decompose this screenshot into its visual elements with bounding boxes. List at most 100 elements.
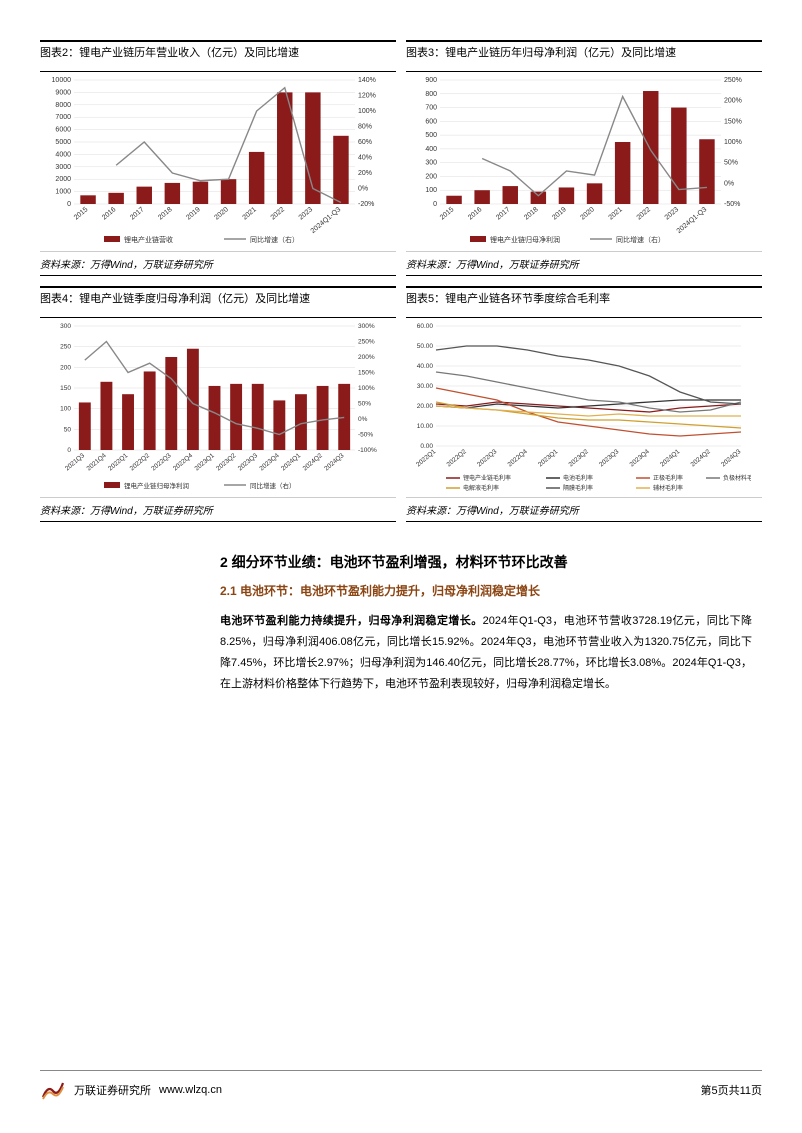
svg-text:140%: 140% bbox=[358, 77, 376, 84]
svg-text:2021: 2021 bbox=[242, 206, 259, 221]
svg-text:300: 300 bbox=[60, 323, 71, 330]
chart4-block: 图表4：锂电产业链季度归母净利润（亿元）及同比增速 05010015020025… bbox=[40, 286, 396, 522]
svg-text:2024Q2: 2024Q2 bbox=[302, 452, 325, 472]
chart5-block: 图表5：锂电产业链各环节季度综合毛利率 0.0010.0020.0030.004… bbox=[406, 286, 762, 522]
svg-text:0%: 0% bbox=[358, 416, 368, 423]
svg-text:-50%: -50% bbox=[358, 432, 373, 439]
svg-text:0%: 0% bbox=[358, 186, 368, 193]
svg-text:10000: 10000 bbox=[52, 77, 72, 84]
svg-text:600: 600 bbox=[425, 118, 437, 125]
chart3-title: 图表3：锂电产业链历年归母净利润（亿元）及同比增速 bbox=[406, 40, 762, 72]
svg-text:2023: 2023 bbox=[298, 206, 315, 221]
svg-text:2023Q1: 2023Q1 bbox=[537, 448, 560, 468]
svg-text:2021Q3: 2021Q3 bbox=[64, 452, 87, 472]
svg-text:2019: 2019 bbox=[551, 206, 568, 221]
svg-text:40.00: 40.00 bbox=[417, 363, 434, 370]
svg-text:2020: 2020 bbox=[213, 206, 230, 221]
svg-text:60.00: 60.00 bbox=[417, 323, 434, 330]
chart3-block: 图表3：锂电产业链历年归母净利润（亿元）及同比增速 01002003004005… bbox=[406, 40, 762, 276]
svg-text:400: 400 bbox=[425, 146, 437, 153]
svg-text:1000: 1000 bbox=[55, 189, 71, 196]
svg-text:锂电产业链毛利率: 锂电产业链毛利率 bbox=[463, 474, 511, 482]
svg-text:2020: 2020 bbox=[579, 206, 596, 221]
chart4-area: 050100150200250300-100%-50%0%50%100%150%… bbox=[40, 318, 396, 498]
chart2-block: 图表2：锂电产业链历年营业收入（亿元）及同比增速 010002000300040… bbox=[40, 40, 396, 276]
svg-text:2015: 2015 bbox=[73, 206, 90, 221]
svg-text:2022Q2: 2022Q2 bbox=[129, 452, 152, 472]
svg-text:200%: 200% bbox=[724, 98, 742, 105]
svg-text:2024Q3: 2024Q3 bbox=[720, 448, 743, 468]
svg-text:250%: 250% bbox=[358, 339, 375, 346]
svg-text:2023Q3: 2023Q3 bbox=[598, 448, 621, 468]
chart2-area: 0100020003000400050006000700080009000100… bbox=[40, 72, 396, 252]
svg-text:10.00: 10.00 bbox=[417, 423, 434, 430]
svg-text:100%: 100% bbox=[358, 108, 376, 115]
svg-text:100%: 100% bbox=[724, 139, 742, 146]
svg-text:2022Q3: 2022Q3 bbox=[150, 452, 173, 472]
svg-text:2023Q2: 2023Q2 bbox=[568, 448, 591, 468]
svg-text:2024Q1: 2024Q1 bbox=[659, 448, 682, 468]
chart4-title: 图表4：锂电产业链季度归母净利润（亿元）及同比增速 bbox=[40, 286, 396, 318]
svg-text:-50%: -50% bbox=[724, 201, 740, 208]
svg-text:2023Q4: 2023Q4 bbox=[258, 452, 281, 472]
svg-text:2015: 2015 bbox=[439, 206, 456, 221]
svg-text:120%: 120% bbox=[358, 93, 376, 100]
svg-text:电池毛利率: 电池毛利率 bbox=[563, 474, 593, 482]
chart2-title: 图表2：锂电产业链历年营业收入（亿元）及同比增速 bbox=[40, 40, 396, 72]
section-heading: 2 细分环节业绩：电池环节盈利增强，材料环节环比改善 bbox=[40, 552, 762, 572]
svg-text:2019: 2019 bbox=[185, 206, 202, 221]
svg-text:50: 50 bbox=[64, 426, 72, 433]
svg-text:800: 800 bbox=[425, 91, 437, 98]
svg-text:250%: 250% bbox=[724, 77, 742, 84]
chart4-source: 资料来源：万得Wind，万联证券研究所 bbox=[40, 498, 396, 522]
para-bold: 电池环节盈利能力持续提升，归母净利润稳定增长。 bbox=[220, 615, 483, 627]
svg-text:2024Q3: 2024Q3 bbox=[323, 452, 346, 472]
svg-text:200: 200 bbox=[425, 173, 437, 180]
svg-text:100: 100 bbox=[60, 406, 71, 413]
footer-logo-icon bbox=[40, 1077, 66, 1103]
footer-page: 第5页共11页 bbox=[700, 1082, 762, 1098]
svg-text:2018: 2018 bbox=[157, 206, 174, 221]
svg-text:2023Q1: 2023Q1 bbox=[194, 452, 217, 472]
svg-text:3000: 3000 bbox=[55, 164, 71, 171]
svg-text:50%: 50% bbox=[724, 160, 738, 167]
svg-text:200%: 200% bbox=[358, 354, 375, 361]
page-footer: 万联证券研究所 www.wlzq.cn 第5页共11页 bbox=[40, 1070, 762, 1103]
svg-text:20.00: 20.00 bbox=[417, 403, 434, 410]
svg-text:2000: 2000 bbox=[55, 176, 71, 183]
svg-text:100: 100 bbox=[425, 187, 437, 194]
svg-text:2022Q3: 2022Q3 bbox=[476, 448, 499, 468]
svg-text:负极材料毛利率: 负极材料毛利率 bbox=[723, 474, 751, 482]
svg-text:2024Q1-Q3: 2024Q1-Q3 bbox=[676, 206, 709, 235]
svg-text:200: 200 bbox=[60, 364, 71, 371]
svg-text:700: 700 bbox=[425, 105, 437, 112]
svg-text:2021: 2021 bbox=[608, 206, 625, 221]
svg-text:150%: 150% bbox=[358, 370, 375, 377]
svg-text:50%: 50% bbox=[358, 401, 371, 408]
body-paragraph: 电池环节盈利能力持续提升，归母净利润稳定增长。2024年Q1-Q3，电池环节营收… bbox=[40, 611, 762, 695]
subsection-heading: 2.1 电池环节：电池环节盈利能力提升，归母净利润稳定增长 bbox=[40, 582, 762, 599]
svg-text:0: 0 bbox=[67, 447, 71, 454]
chart5-source: 资料来源：万得Wind，万联证券研究所 bbox=[406, 498, 762, 522]
svg-text:6000: 6000 bbox=[55, 127, 71, 134]
svg-text:2016: 2016 bbox=[467, 206, 484, 221]
svg-text:5000: 5000 bbox=[55, 139, 71, 146]
svg-text:锂电产业链归母净利润: 锂电产业链归母净利润 bbox=[124, 481, 189, 490]
svg-text:9000: 9000 bbox=[55, 89, 71, 96]
svg-text:同比增速（右）: 同比增速（右） bbox=[250, 235, 299, 244]
svg-text:250: 250 bbox=[60, 344, 71, 351]
footer-url: www.wlzq.cn bbox=[159, 1084, 222, 1096]
svg-text:0: 0 bbox=[433, 201, 437, 208]
svg-text:500: 500 bbox=[425, 132, 437, 139]
svg-text:8000: 8000 bbox=[55, 102, 71, 109]
svg-text:锂电产业链营收: 锂电产业链营收 bbox=[124, 235, 173, 244]
svg-text:2021Q4: 2021Q4 bbox=[85, 452, 108, 472]
svg-text:150%: 150% bbox=[724, 118, 742, 125]
svg-text:50.00: 50.00 bbox=[417, 343, 434, 350]
svg-text:300%: 300% bbox=[358, 323, 375, 330]
chart5-area: 0.0010.0020.0030.0040.0050.0060.002022Q1… bbox=[406, 318, 762, 498]
svg-text:2022Q4: 2022Q4 bbox=[172, 452, 195, 472]
chart2-source: 资料来源：万得Wind，万联证券研究所 bbox=[40, 252, 396, 276]
svg-text:2018: 2018 bbox=[523, 206, 540, 221]
svg-text:隔膜毛利率: 隔膜毛利率 bbox=[563, 484, 593, 492]
